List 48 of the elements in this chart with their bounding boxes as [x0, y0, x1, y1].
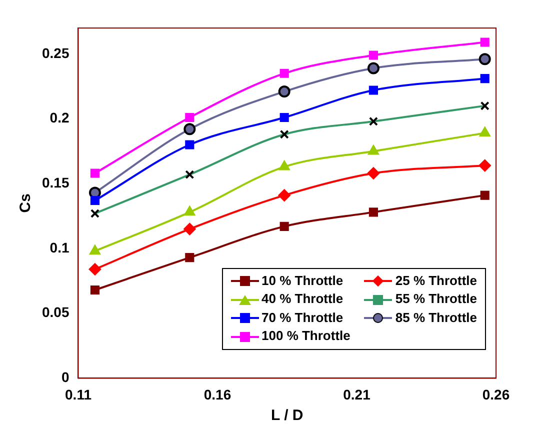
point	[480, 190, 490, 200]
point	[184, 123, 196, 136]
point	[480, 38, 490, 47]
point	[88, 263, 101, 276]
y-tick-label: 0.05	[42, 304, 70, 320]
legend-label: 55 % Throttle	[395, 291, 477, 306]
point	[368, 50, 378, 60]
x-tick-label: 0.16	[204, 386, 232, 402]
point	[367, 167, 380, 180]
point	[367, 62, 380, 74]
point	[90, 196, 100, 206]
point	[480, 74, 490, 84]
legend-label: 10 % Throttle	[262, 272, 344, 288]
point	[368, 208, 378, 217]
y-tick-label: 0.25	[42, 44, 70, 61]
point	[185, 112, 194, 122]
y-tick-label: 0.15	[42, 174, 70, 191]
point	[184, 223, 196, 236]
legend-label: 100 % Throttle	[262, 328, 350, 344]
point	[368, 86, 378, 95]
legend-label: 40 % Throttle	[262, 291, 344, 306]
legend-label: 25 % Throttle	[395, 272, 477, 288]
point	[90, 285, 100, 295]
point	[280, 112, 289, 122]
y-tick-label: 0.1	[50, 239, 70, 256]
x-tick-label: 0.26	[482, 386, 510, 402]
x-axis-title: L / D	[271, 407, 304, 424]
legend-label: 70 % Throttle	[262, 310, 344, 325]
point	[279, 160, 290, 170]
point	[480, 127, 490, 137]
point	[478, 53, 491, 66]
y-axis-title: Cs	[17, 194, 34, 213]
point	[280, 68, 289, 78]
point	[478, 159, 491, 172]
x-tick-label: 0.21	[343, 386, 371, 402]
point	[278, 86, 290, 98]
point	[185, 140, 194, 150]
point	[90, 168, 100, 178]
point	[184, 206, 195, 216]
point	[278, 189, 290, 202]
y-tick-label: 0.2	[50, 110, 70, 126]
y-tick-label: 0	[61, 369, 70, 386]
x-tick-label: 0.11	[65, 386, 92, 402]
legend-label: 85 % Throttle	[395, 310, 477, 325]
point	[90, 245, 100, 255]
point	[185, 253, 194, 262]
point	[280, 222, 289, 231]
point	[368, 145, 379, 155]
